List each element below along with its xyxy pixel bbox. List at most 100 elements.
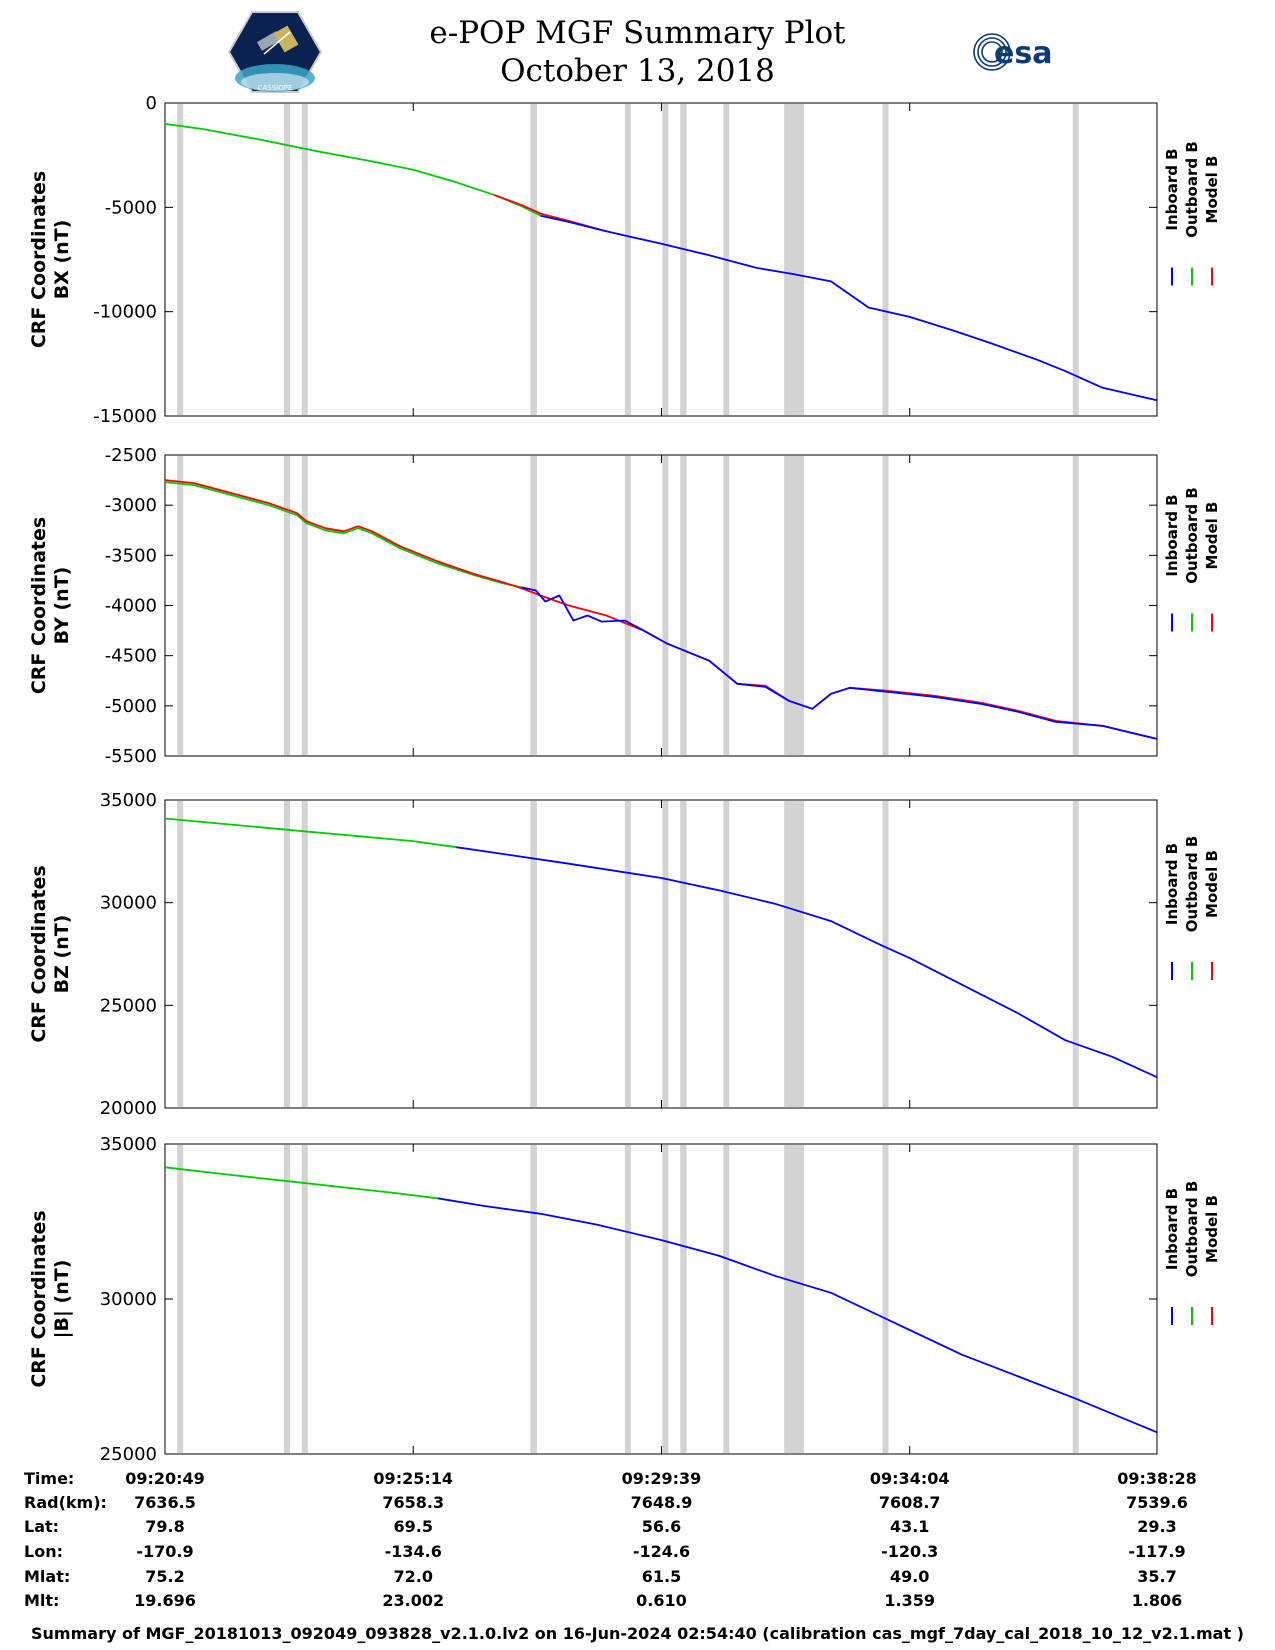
data-gap-band: [301, 1145, 308, 1453]
data-gap-band: [624, 1145, 631, 1453]
orbit-row-label: Rad(km):: [24, 1493, 107, 1512]
data-gap-band: [283, 1145, 290, 1453]
orbit-value: 61.5: [642, 1567, 681, 1586]
data-gap-band: [624, 456, 631, 755]
plot-frame: [164, 1143, 1158, 1455]
series-line-inboard-b: [540, 214, 1158, 402]
series-line-outboard-b: [164, 123, 542, 217]
data-gap-band: [662, 104, 669, 415]
legend-entry: Model B: [1203, 1195, 1221, 1263]
y-axis-label-line1: CRF Coordinates: [28, 171, 50, 348]
orbit-row-label: Mlat:: [24, 1567, 70, 1586]
data-gap-band: [882, 104, 889, 415]
data-gap-band: [784, 801, 804, 1107]
orbit-value: 7648.9: [631, 1493, 693, 1512]
y-tick-label: 25000: [100, 995, 157, 1016]
data-gap-band: [301, 456, 308, 755]
data-gap-band: [283, 104, 290, 415]
data-gap-band: [662, 456, 669, 755]
data-gap-band: [882, 801, 889, 1107]
y-tick-label: -2500: [105, 445, 157, 466]
orbit-value: 7636.5: [134, 1493, 196, 1512]
data-gap-band: [784, 1145, 804, 1453]
y-tick-label: -5000: [105, 197, 157, 218]
orbit-value: 75.2: [145, 1567, 184, 1586]
y-tick-label: -5500: [105, 746, 157, 767]
y-axis-label-line1: CRF Coordinates: [28, 517, 50, 694]
y-axis-label-line2: BZ (nT): [51, 915, 73, 994]
data-gap-band: [301, 801, 308, 1107]
legend-entry: Outboard B: [1183, 487, 1201, 584]
legend-entry: Model B: [1203, 502, 1221, 570]
orbit-value: 43.1: [890, 1517, 929, 1536]
data-gap-band: [1072, 1145, 1079, 1453]
legend-entry: Model B: [1203, 156, 1221, 224]
orbit-value: -170.9: [136, 1542, 193, 1561]
y-tick-label: 35000: [100, 790, 157, 811]
series-line-outboard-b: [164, 1166, 438, 1200]
data-gap-band: [1072, 104, 1079, 415]
orbit-value: 19.696: [134, 1591, 196, 1610]
orbit-row-label: Time:: [24, 1469, 74, 1488]
orbit-value: 79.8: [145, 1517, 184, 1536]
y-axis-label-line2: |B| (nT): [51, 1260, 73, 1339]
legend-entry: Outboard B: [1183, 141, 1201, 238]
data-gap-band: [177, 104, 184, 415]
orbit-value: 7539.6: [1126, 1493, 1188, 1512]
data-gap-band: [680, 456, 687, 755]
data-gap-band: [177, 1145, 184, 1453]
orbit-value: 69.5: [393, 1517, 432, 1536]
plot-frame: [164, 799, 1158, 1109]
orbit-value: 23.002: [382, 1591, 444, 1610]
esa-logo-text: esa: [994, 36, 1052, 71]
y-tick-label: 20000: [100, 1098, 157, 1119]
data-gap-band: [530, 104, 537, 415]
y-axis-label-line1: CRF Coordinates: [28, 1210, 50, 1387]
y-tick-label: -15000: [93, 406, 157, 427]
legend-entry: Inboard B: [1163, 494, 1181, 576]
legend-entry: Inboard B: [1163, 1188, 1181, 1270]
y-tick-label: -4500: [105, 646, 157, 667]
data-gap-band: [680, 1145, 687, 1453]
footer-caption: Summary of MGF_20181013_092049_093828_v2…: [31, 1624, 1244, 1643]
orbit-value: 1.806: [1132, 1591, 1183, 1610]
orbit-value: -124.6: [633, 1542, 690, 1561]
series-line-outboard-b: [164, 817, 457, 849]
orbit-value: -120.3: [881, 1542, 938, 1561]
legend-entry: Outboard B: [1183, 1181, 1201, 1278]
orbit-row-label: Lat:: [24, 1517, 59, 1536]
y-tick-label: -3500: [105, 545, 157, 566]
cassiope-satellite-logo-icon: CASSIOPE: [227, 10, 323, 98]
data-gap-band: [662, 1145, 669, 1453]
legend-entry: Inboard B: [1163, 843, 1181, 925]
data-gap-band: [680, 104, 687, 415]
data-gap-band: [784, 104, 804, 415]
y-axis-label-line2: BY (nT): [51, 567, 73, 645]
x-tick-label: 09:25:14: [373, 1469, 453, 1488]
series-line-inboard-b: [437, 1197, 1158, 1434]
data-gap-band: [882, 456, 889, 755]
data-gap-band: [1072, 456, 1079, 755]
legend-entry: Model B: [1203, 850, 1221, 918]
series-line-outboard-b: [164, 481, 523, 589]
y-tick-label: -3000: [105, 495, 157, 516]
panel-4: 35000 30000 25000 CRF Coordinates |B| (nT) In…: [28, 1134, 1221, 1465]
data-gap-band: [530, 1145, 537, 1453]
data-gap-band: [680, 801, 687, 1107]
data-gap-band: [624, 801, 631, 1107]
data-gap-band: [882, 1145, 889, 1453]
data-gap-band: [177, 456, 184, 755]
orbit-value: 72.0: [393, 1567, 432, 1586]
orbit-value: 7658.3: [382, 1493, 444, 1512]
y-axis-label-line1: CRF Coordinates: [28, 865, 50, 1042]
data-gap-band: [662, 801, 669, 1107]
plot-frame: [164, 454, 1158, 757]
orbit-row-label: Lon:: [24, 1542, 63, 1561]
orbit-value: 29.3: [1137, 1517, 1176, 1536]
y-tick-label: 30000: [100, 893, 157, 914]
orbit-value: 35.7: [1137, 1567, 1176, 1586]
series-line-model-b: [164, 479, 1158, 740]
data-gap-band: [177, 801, 184, 1107]
y-tick-label: -5000: [105, 696, 157, 717]
